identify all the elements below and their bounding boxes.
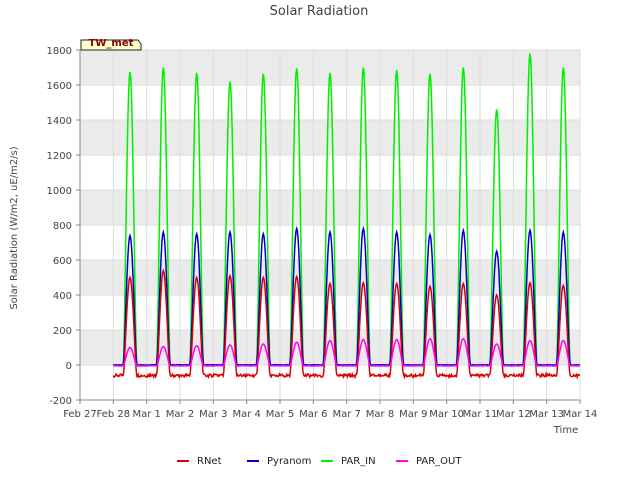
y-tick-label: 400 — [53, 291, 72, 302]
x-tick-label: Mar 6 — [299, 409, 327, 420]
x-tick-label: Feb 27 — [63, 409, 97, 420]
y-tick-label: 0 — [66, 361, 72, 372]
y-tick-label: 1400 — [47, 116, 72, 127]
legend-label: PAR_IN — [341, 456, 376, 467]
x-axis-title: Time — [553, 425, 578, 436]
y-tick-label: 1200 — [47, 151, 72, 162]
series-layer — [112, 53, 581, 380]
legend-label: RNet — [197, 456, 222, 467]
x-tick-label: Mar 2 — [166, 409, 194, 420]
x-tick-label: Mar 8 — [366, 409, 394, 420]
legend-label: Pyranom — [267, 456, 311, 467]
x-tick-label: Feb 28 — [97, 409, 131, 420]
legend: RNet Pyranom PAR_IN PAR_OUT — [177, 456, 462, 467]
x-tick-label: Mar 4 — [232, 409, 260, 420]
y-tick-label: 1000 — [47, 186, 72, 197]
x-tick-label: Mar 3 — [199, 409, 227, 420]
y-tick-label: 800 — [53, 221, 72, 232]
badge-text: TW_met — [89, 38, 134, 49]
grid-band — [80, 330, 580, 365]
y-tick-label: 1800 — [47, 46, 72, 57]
series-line-par-out — [113, 337, 580, 367]
legend-label: PAR_OUT — [416, 456, 462, 467]
x-tick-label: Mar 1 — [132, 409, 160, 420]
y-axis-title: Solar Radiation (W/m2, uE/m2/s) — [9, 146, 20, 309]
x-tick-label: Mar 5 — [266, 409, 294, 420]
y-tick-label: 200 — [53, 326, 72, 337]
x-tick-label: Mar 7 — [332, 409, 360, 420]
x-tick-label: Mar 9 — [399, 409, 427, 420]
x-tick-label: Mar 12 — [496, 409, 531, 420]
x-tick-label: Mar 13 — [529, 409, 564, 420]
chart-title: Solar Radiation — [270, 4, 369, 19]
badge-box — [80, 39, 142, 51]
grid-band — [80, 120, 580, 155]
y-tick-label: 1600 — [47, 81, 72, 92]
x-tick-label: Mar 11 — [463, 409, 498, 420]
grid-band — [80, 260, 580, 295]
y-tick-label: -200 — [49, 396, 72, 407]
station-badge: TW_met — [80, 38, 142, 51]
y-tick-label: 600 — [53, 256, 72, 267]
x-tick-labels: Feb 27 Feb 28 Mar 1 Mar 2 Mar 3 Mar 4 Mar 5 Mar… — [63, 400, 597, 420]
grid-band — [80, 190, 580, 225]
x-tick-label: Mar 14 — [563, 409, 598, 420]
x-tick-label: Mar 10 — [429, 409, 464, 420]
grid-band — [80, 50, 580, 85]
y-tick-labels: -200 0 200 400 600 800 1000 1200 1400 1600 1800 — [47, 46, 80, 407]
